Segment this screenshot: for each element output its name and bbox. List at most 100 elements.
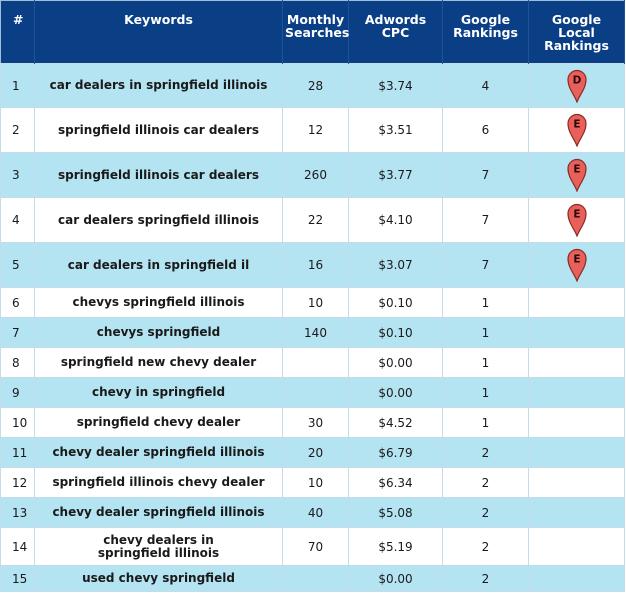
monthly-searches-cell: 70 <box>282 527 349 566</box>
header-line: Rankings <box>453 25 518 40</box>
row-number: 9 <box>0 377 35 408</box>
google-local-ranking-cell: E <box>528 107 625 153</box>
table-row: 2 springfield illinois car dealers 12 $3.51… <box>0 107 625 153</box>
map-marker-letter: E <box>573 119 580 131</box>
google-ranking-cell: 2 <box>442 467 529 498</box>
monthly-searches-cell: 40 <box>282 497 349 528</box>
monthly-searches-cell: 140 <box>282 317 349 348</box>
header-line: Google <box>551 12 602 27</box>
monthly-searches-cell: 10 <box>282 287 349 318</box>
keyword-cell: chevy in springfield <box>34 377 283 408</box>
google-local-ranking-cell <box>528 565 625 592</box>
adwords-cpc-cell: $0.10 <box>348 287 443 318</box>
map-marker-letter: D <box>572 74 581 86</box>
google-ranking-cell: 2 <box>442 527 529 566</box>
table-row: 4 car dealers springfield illinois 22 $4.10… <box>0 197 625 243</box>
map-marker-icon: E <box>566 113 587 147</box>
table-row: 6 chevys springfield illinois 10 $0.10 1 <box>0 287 625 318</box>
row-number: 2 <box>0 107 35 153</box>
row-number: 6 <box>0 287 35 318</box>
google-local-ranking-cell <box>528 467 625 498</box>
header-row: # Keywords Monthly Searches Adwords CPC … <box>0 0 625 64</box>
google-ranking-cell: 2 <box>442 565 529 592</box>
keyword-cell: car dealers springfield illinois <box>34 197 283 243</box>
google-ranking-cell: 4 <box>442 63 529 108</box>
google-ranking-cell: 1 <box>442 317 529 348</box>
google-local-ranking-cell <box>528 407 625 438</box>
google-local-ranking-cell <box>528 317 625 348</box>
row-number: 3 <box>0 152 35 198</box>
monthly-searches-cell <box>282 347 349 378</box>
map-marker-letter: E <box>573 209 580 221</box>
table-body: 1 car dealers in springfield illinois 28 $3… <box>0 63 625 592</box>
google-local-ranking-cell: E <box>528 197 625 243</box>
keyword-cell: springfield illinois car dealers <box>34 152 283 198</box>
row-number: 11 <box>0 437 35 468</box>
row-number: 8 <box>0 347 35 378</box>
row-number: 5 <box>0 242 35 288</box>
header-line: Monthly <box>286 12 345 27</box>
adwords-cpc-cell: $3.07 <box>348 242 443 288</box>
google-local-ranking-cell <box>528 527 625 566</box>
keyword-cell: chevys springfield illinois <box>34 287 283 318</box>
keyword-cell: springfield illinois chevy dealer <box>34 467 283 498</box>
table-row: 3 springfield illinois car dealers 260 $3.7… <box>0 152 625 198</box>
table-row: 11 chevy dealer springfield illinois 20 $6.… <box>0 437 625 468</box>
row-number: 13 <box>0 497 35 528</box>
table-row: 9 chevy in springfield $0.00 1 <box>0 377 625 408</box>
header-line: Local <box>558 25 595 40</box>
table-row: 10 springfield chevy dealer 30 $4.52 1 <box>0 407 625 438</box>
adwords-cpc-cell: $3.77 <box>348 152 443 198</box>
google-ranking-cell: 6 <box>442 107 529 153</box>
table-row: 5 car dealers in springfield il 16 $3.07 7 E <box>0 242 625 288</box>
keyword-cell: springfield illinois car dealers <box>34 107 283 153</box>
adwords-cpc-cell: $5.19 <box>348 527 443 566</box>
adwords-cpc-cell: $0.00 <box>348 565 443 592</box>
column-header-google-rankings: Google Rankings <box>442 0 529 64</box>
map-marker-icon: E <box>566 203 587 237</box>
row-number: 15 <box>0 565 35 592</box>
google-ranking-cell: 1 <box>442 287 529 318</box>
keyword-cell: used chevy springfield <box>34 565 283 592</box>
row-number: 12 <box>0 467 35 498</box>
google-local-ranking-cell: D <box>528 63 625 108</box>
row-number: 1 <box>0 63 35 108</box>
table-row: 14 chevy dealers in springfield illinois 70… <box>0 527 625 566</box>
adwords-cpc-cell: $3.74 <box>348 63 443 108</box>
keyword-cell: chevys springfield <box>34 317 283 348</box>
keyword-cell: car dealers in springfield il <box>34 242 283 288</box>
table-row: 15 used chevy springfield $0.00 2 <box>0 565 625 592</box>
google-local-ranking-cell <box>528 497 625 528</box>
map-marker-icon: E <box>566 158 587 192</box>
table-row: 7 chevys springfield 140 $0.10 1 <box>0 317 625 348</box>
row-number: 10 <box>0 407 35 438</box>
keyword-cell: chevy dealer springfield illinois <box>34 497 283 528</box>
google-local-ranking-cell <box>528 377 625 408</box>
row-number: 4 <box>0 197 35 243</box>
google-local-ranking-cell <box>528 437 625 468</box>
map-marker-icon: E <box>566 248 587 282</box>
keyword-cell: springfield new chevy dealer <box>34 347 283 378</box>
map-marker-letter: E <box>573 164 580 176</box>
adwords-cpc-cell: $5.08 <box>348 497 443 528</box>
column-header-number: # <box>0 0 35 64</box>
keyword-cell: chevy dealers in springfield illinois <box>34 527 283 566</box>
row-number: 14 <box>0 527 35 566</box>
keyword-cell: springfield chevy dealer <box>34 407 283 438</box>
monthly-searches-cell <box>282 565 349 592</box>
monthly-searches-cell: 16 <box>282 242 349 288</box>
google-ranking-cell: 7 <box>442 152 529 198</box>
map-marker-letter: E <box>573 254 580 266</box>
row-number: 7 <box>0 317 35 348</box>
google-ranking-cell: 1 <box>442 407 529 438</box>
column-header-monthly-searches: Monthly Searches <box>282 0 350 64</box>
google-local-ranking-cell: E <box>528 242 625 288</box>
table-row: 1 car dealers in springfield illinois 28 $3… <box>0 63 625 108</box>
monthly-searches-cell <box>282 377 349 408</box>
google-local-ranking-cell: E <box>528 152 625 198</box>
header-line: Searches <box>285 25 350 40</box>
monthly-searches-cell: 260 <box>282 152 349 198</box>
google-ranking-cell: 1 <box>442 377 529 408</box>
column-header-google-local-rankings: Google Local Rankings <box>528 0 625 64</box>
